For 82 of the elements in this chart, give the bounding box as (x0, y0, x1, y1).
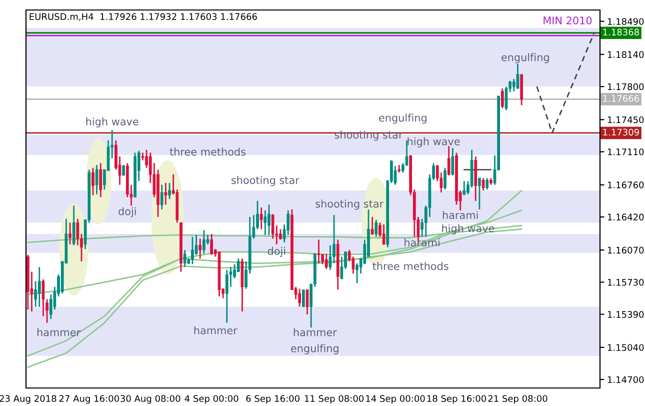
annotation: high wave (86, 117, 138, 128)
candlestick (486, 178, 489, 190)
candlestick (95, 164, 98, 195)
annotation: shooting star (232, 176, 300, 186)
candlestick (202, 229, 206, 255)
candlestick (298, 288, 302, 308)
ref-line-label: 1.18368 (603, 28, 640, 36)
candlestick (122, 164, 126, 176)
candlestick (268, 204, 270, 236)
candlestick (382, 224, 386, 246)
candlestick (482, 178, 485, 192)
x-tick-label: 30 Aug 08:00 (120, 395, 180, 404)
ref-line-label: 1.17309 (603, 128, 639, 136)
x-tick-label: 11 Sep 08:00 (304, 395, 364, 404)
candlestick (168, 182, 171, 200)
candlestick (324, 253, 328, 270)
candlestick (210, 233, 214, 256)
candlestick (451, 147, 454, 176)
x-tick-label: 14 Sep 00:00 (366, 395, 425, 404)
candlestick (92, 167, 94, 196)
y-tick-label: 1.17110 (608, 148, 644, 156)
annotation: high wave (408, 137, 460, 148)
candlestick (260, 206, 263, 230)
candlestick (99, 162, 102, 198)
ref-line-label: 1.17666 (603, 95, 640, 102)
y-tick-label: 1.17450 (608, 116, 644, 124)
candlestick (317, 238, 320, 264)
candlestick (447, 145, 450, 176)
candlestick (279, 228, 282, 240)
candlestick (191, 236, 194, 265)
annotation: three methods (170, 148, 246, 156)
candlestick (340, 256, 344, 280)
y-tick-label: 1.15040 (608, 344, 644, 351)
x-tick-label: 4 Sep 00:00 (184, 395, 238, 404)
candlestick (394, 165, 397, 186)
y-tick-label: 1.16760 (608, 182, 644, 188)
annotation: doji (118, 207, 136, 218)
candlestick (444, 167, 446, 190)
annotation: MIN 2010 (544, 16, 592, 24)
annotation: hammer (37, 328, 81, 336)
y-tick-label: 1.16070 (608, 246, 644, 254)
candlestick (42, 278, 45, 317)
candlestick (183, 249, 186, 268)
y-tick-label: 1.15390 (608, 311, 644, 318)
candlestick (478, 178, 481, 210)
x-tick-label: 6 Sep 16:00 (246, 395, 300, 404)
candlestick (516, 63, 520, 90)
y-tick-label: 1.18140 (608, 51, 644, 58)
candlestick (462, 180, 466, 196)
annotation: shooting star (316, 200, 384, 210)
candlestick (264, 210, 267, 236)
y-tick-label: 1.18490 (608, 18, 644, 25)
annotation: harami (442, 210, 478, 220)
candlestick (164, 182, 168, 206)
candlestick (160, 184, 164, 210)
y-tick-label: 1.17800 (608, 83, 644, 90)
candlestick (225, 269, 228, 324)
candlestick (328, 244, 332, 271)
annotation: engulfing (502, 53, 549, 64)
candlestick (76, 218, 80, 246)
x-tick-label: 27 Aug 16:00 (59, 395, 119, 404)
candlestick (198, 238, 202, 260)
y-tick-label: 1.16420 (608, 214, 644, 221)
x-tick-label: 23 Aug 2018 (0, 395, 56, 404)
x-tick-label: 21 Sep 08:00 (488, 395, 548, 404)
candlestick (38, 266, 41, 308)
chart-title: EURUSD.m,H4 1.17926 1.17932 1.17603 1.17666 (30, 13, 257, 21)
x-tick-label: 18 Sep 16:00 (427, 395, 486, 404)
annotation: hammer (294, 328, 337, 336)
candlestick (72, 204, 76, 246)
annotation: three methods (372, 262, 448, 270)
candlestick (405, 140, 408, 167)
annotation: engulfing (291, 344, 338, 354)
candlestick (512, 78, 516, 92)
candlestick (370, 216, 374, 236)
annotation: hammer (194, 326, 238, 334)
y-tick-label: 1.15730 (608, 278, 644, 286)
annotation: engulfing (379, 114, 426, 124)
y-tick-label: 1.14700 (608, 376, 644, 384)
candlestick (500, 88, 504, 109)
candlestick (68, 222, 72, 246)
candlestick (374, 219, 378, 238)
